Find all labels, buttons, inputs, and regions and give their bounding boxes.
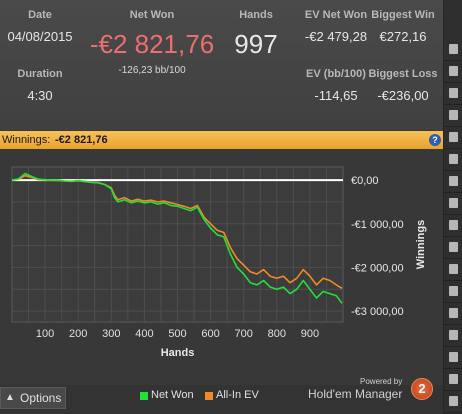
side-row[interactable] bbox=[444, 215, 462, 237]
y-tick-label: €0,00 bbox=[351, 175, 379, 187]
y-tick-label: -€3 000,00 bbox=[351, 306, 404, 318]
brand-name: Hold'em Manager bbox=[308, 387, 403, 401]
help-icon[interactable]: ? bbox=[429, 134, 441, 146]
x-axis-label: Hands bbox=[161, 347, 195, 359]
side-row[interactable] bbox=[444, 61, 462, 83]
footer-bar: ▲ Options Net Won All-In EV Powered by H… bbox=[0, 377, 443, 414]
side-row[interactable] bbox=[444, 83, 462, 105]
net-won-value: -€2 821,76 bbox=[89, 29, 215, 59]
side-row[interactable] bbox=[444, 127, 462, 149]
legend-swatch-all-in-ev bbox=[205, 392, 213, 400]
row-marker-icon bbox=[449, 242, 458, 252]
stats-panel: Date 04/08/2015 Duration 4:30 Net Won -€… bbox=[0, 0, 443, 130]
x-tick-label: 200 bbox=[69, 328, 87, 340]
winnings-label: Winnings: bbox=[2, 134, 51, 146]
row-marker-icon bbox=[449, 88, 458, 98]
winnings-header-bar: Winnings: -€2 821,76 ? bbox=[0, 131, 443, 149]
x-tick-label: 400 bbox=[135, 328, 153, 340]
options-label: Options bbox=[20, 391, 62, 405]
date-value: 04/08/2015 bbox=[7, 29, 73, 44]
row-marker-icon bbox=[449, 374, 458, 384]
net-won-label: Net Won bbox=[129, 9, 175, 21]
row-marker-icon bbox=[449, 308, 458, 318]
side-row[interactable] bbox=[444, 39, 462, 61]
legend-label-all-in-ev: All-In EV bbox=[216, 389, 259, 401]
biggest-loss-value: -€236,00 bbox=[377, 88, 429, 103]
x-tick-label: 500 bbox=[168, 328, 186, 340]
row-marker-icon bbox=[449, 44, 458, 54]
biggest-win-label: Biggest Win bbox=[371, 9, 435, 21]
options-button[interactable]: ▲ Options bbox=[0, 387, 66, 409]
row-marker-icon bbox=[449, 154, 458, 164]
side-row[interactable] bbox=[444, 303, 462, 325]
ev-net-won-value: -€2 479,28 bbox=[304, 29, 368, 44]
x-tick-label: 100 bbox=[36, 328, 54, 340]
biggest-win-value: €272,16 bbox=[379, 29, 427, 44]
side-row[interactable] bbox=[444, 193, 462, 215]
side-row[interactable] bbox=[444, 237, 462, 259]
chevron-up-icon: ▲ bbox=[5, 392, 15, 403]
powered-by-text: Powered by bbox=[360, 377, 403, 386]
row-marker-icon bbox=[449, 176, 458, 186]
y-axis-label: Winnings bbox=[415, 220, 427, 269]
x-tick-label: 600 bbox=[201, 328, 219, 340]
row-marker-icon bbox=[449, 66, 458, 76]
y-tick-label: -€2 000,00 bbox=[351, 262, 404, 274]
biggest-loss-label: Biggest Loss bbox=[368, 68, 438, 80]
row-marker-icon bbox=[449, 198, 458, 208]
holdem-manager-logo: 2 bbox=[411, 378, 433, 400]
side-row[interactable] bbox=[444, 325, 462, 347]
winnings-chart: 100 200 300 400 500 600 700 800 900 €0,00 -€1 000,… bbox=[0, 150, 443, 385]
row-marker-icon bbox=[449, 132, 458, 142]
row-marker-icon bbox=[449, 286, 458, 296]
duration-value: 4:30 bbox=[27, 88, 53, 103]
row-marker-icon bbox=[449, 220, 458, 230]
side-row[interactable] bbox=[444, 347, 462, 369]
date-label: Date bbox=[28, 9, 52, 21]
x-tick-label: 800 bbox=[268, 328, 286, 340]
row-marker-icon bbox=[449, 330, 458, 340]
ev-bb100-value: -114,65 bbox=[314, 88, 358, 103]
bb100-value: -126,23 bb/100 bbox=[118, 65, 186, 76]
series-line-net-won bbox=[11, 172, 343, 304]
legend-swatch-net-won bbox=[140, 392, 148, 400]
row-marker-icon bbox=[449, 264, 458, 274]
legend-label-net-won: Net Won bbox=[151, 389, 194, 401]
y-tick-label: -€1 000,00 bbox=[351, 219, 404, 231]
side-row[interactable] bbox=[444, 171, 462, 193]
row-marker-icon bbox=[449, 396, 458, 406]
ev-net-won-label: EV Net Won bbox=[304, 9, 368, 21]
winnings-chart-svg: 100 200 300 400 500 600 700 800 900 €0,00 -€1 000,… bbox=[11, 166, 427, 359]
side-row[interactable] bbox=[444, 149, 462, 171]
hands-label: Hands bbox=[239, 9, 273, 21]
winnings-value: -€2 821,76 bbox=[55, 134, 108, 146]
hands-value: 997 bbox=[234, 29, 278, 59]
x-tick-label: 900 bbox=[301, 328, 319, 340]
row-marker-icon bbox=[449, 110, 458, 120]
side-panel-strip[interactable] bbox=[443, 0, 462, 414]
side-row[interactable] bbox=[444, 391, 462, 413]
row-marker-icon bbox=[449, 352, 458, 362]
side-row[interactable] bbox=[444, 259, 462, 281]
side-row[interactable] bbox=[444, 105, 462, 127]
side-row[interactable] bbox=[444, 281, 462, 303]
duration-label: Duration bbox=[17, 68, 63, 80]
side-row[interactable] bbox=[444, 369, 462, 391]
ev-bb100-label: EV (bb/100) bbox=[306, 68, 366, 80]
x-tick-label: 700 bbox=[235, 328, 253, 340]
x-tick-label: 300 bbox=[102, 328, 120, 340]
